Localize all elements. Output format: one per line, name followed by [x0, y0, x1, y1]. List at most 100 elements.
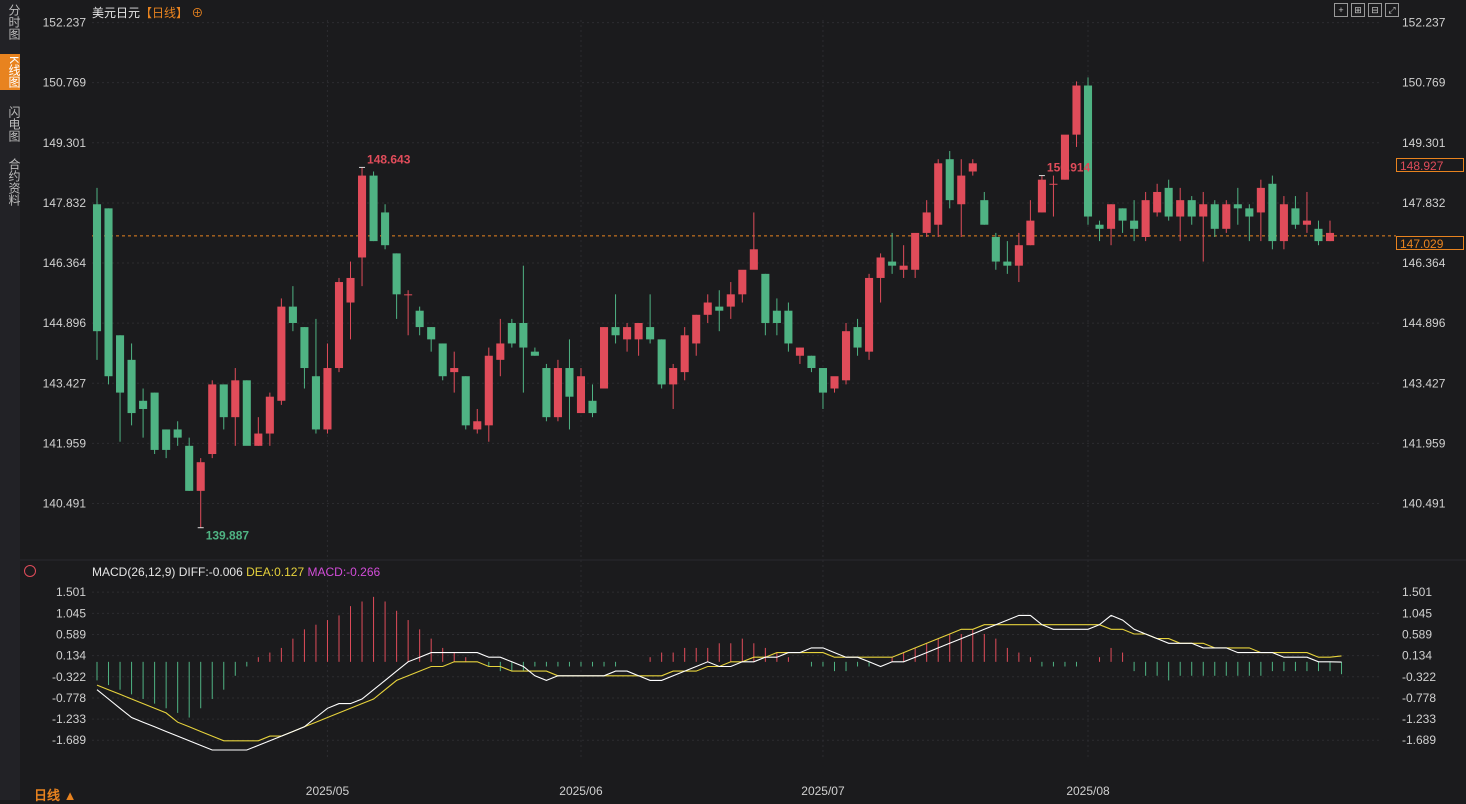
macd-ytick-left: 1.045: [56, 606, 86, 620]
candle-body: [853, 327, 862, 348]
xtick-label: 2025/06: [559, 784, 603, 798]
tab-kline[interactable]: K线图: [0, 54, 21, 91]
maximize-icon[interactable]: ⤢: [1385, 3, 1399, 17]
zoom-in-icon[interactable]: ⊞: [1351, 3, 1365, 17]
candle-body: [646, 327, 655, 340]
candle-body: [150, 392, 159, 450]
candle-body: [438, 343, 447, 377]
period-label[interactable]: 【日线】: [140, 6, 189, 20]
candle-body: [772, 310, 781, 323]
high-annotation: 150.914: [1047, 161, 1091, 175]
candle-body: [841, 331, 851, 381]
macd-ytick-right: 0.589: [1402, 628, 1432, 642]
diff-line: [96, 614, 1342, 751]
candle-body: [830, 376, 839, 389]
candle-body: [196, 462, 205, 491]
candle-body: [945, 159, 954, 201]
candle-body: [1176, 200, 1185, 217]
candle-body: [968, 163, 977, 172]
tab-contract-info[interactable]: 合约资料: [7, 158, 21, 206]
candle-body: [381, 212, 390, 246]
candle-body: [1107, 204, 1116, 229]
macd-ytick-right: -1.689: [1402, 733, 1436, 747]
chart-toolbar: + ⊞ ⊟ ⤢: [1334, 3, 1399, 17]
candle-body: [784, 310, 793, 344]
candle-body: [1003, 261, 1012, 266]
candle-body: [1302, 220, 1311, 225]
candle-body: [749, 249, 758, 270]
candle-body: [288, 306, 297, 323]
macd-ytick-left: 0.589: [56, 628, 86, 642]
chart-title: 美元日元【日线】 ⊕: [92, 4, 203, 21]
candle-body: [1279, 204, 1288, 242]
candle-body: [1049, 183, 1058, 185]
candle-body: [807, 355, 816, 369]
candle-body: [427, 327, 436, 340]
candle-body: [277, 306, 286, 401]
candle-body: [358, 175, 367, 258]
candle-body: [922, 212, 931, 233]
macd-ytick-left: -1.233: [52, 712, 86, 726]
kline-ytick-right: 144.896: [1402, 316, 1446, 330]
add-indicator-icon[interactable]: ⊕: [191, 6, 204, 20]
kline-ytick-left: 140.491: [43, 497, 87, 511]
candle-body: [92, 204, 102, 332]
candle-body: [888, 261, 897, 266]
candle-body: [162, 429, 171, 450]
candle-body: [450, 368, 459, 373]
candle-body: [657, 339, 666, 385]
macd-params: MACD(26,12,9): [92, 565, 176, 579]
kline-ytick-left: 149.301: [43, 136, 87, 150]
candle-body: [530, 351, 539, 356]
candle-body: [761, 273, 770, 323]
candle-body: [1072, 85, 1081, 135]
indicator-settings-icon[interactable]: [24, 565, 36, 577]
candle-body: [980, 200, 989, 225]
xtick-label: 2025/05: [306, 784, 350, 798]
candle-body: [300, 327, 309, 369]
macd-diff-value: DIFF:-0.006: [178, 565, 243, 579]
symbol-label: 美元日元: [92, 6, 141, 20]
xtick-label: 2025/07: [801, 784, 845, 798]
kline-ytick-left: 147.832: [43, 196, 87, 210]
candle-body: [473, 421, 482, 430]
candle-body: [726, 294, 735, 307]
candle-body: [242, 380, 251, 446]
tab-flash-chart[interactable]: 闪电图: [7, 106, 21, 142]
kline-ytick-left: 144.896: [43, 316, 87, 330]
zoom-out-icon[interactable]: ⊟: [1368, 3, 1382, 17]
candle-body: [1037, 179, 1046, 213]
candle-body: [254, 433, 263, 446]
candle-body: [669, 368, 678, 385]
sidebar: 分时图 K线图 闪电图 合约资料: [0, 0, 21, 800]
candle-body: [392, 253, 401, 295]
period-selector[interactable]: 日线 ▲: [34, 788, 77, 803]
macd-ytick-right: -1.233: [1402, 712, 1436, 726]
candle-body: [173, 429, 182, 438]
macd-ytick-right: -0.778: [1402, 691, 1436, 705]
macd-ytick-left: 1.501: [56, 585, 86, 599]
candle-body: [1026, 220, 1035, 246]
candle-body: [738, 269, 747, 295]
candle-body: [519, 322, 528, 348]
candle-body: [1083, 85, 1093, 217]
candle-body: [1256, 187, 1265, 213]
candle-body: [865, 277, 874, 352]
macd-ytick-right: 1.045: [1402, 606, 1432, 620]
kline-ytick-right: 143.427: [1402, 376, 1446, 390]
candle-body: [1014, 245, 1023, 266]
candle-body: [346, 277, 355, 303]
candle-body: [957, 175, 966, 205]
candle-body: [404, 294, 413, 296]
macd-dea-value: DEA:0.127: [246, 565, 305, 579]
candle-body: [795, 347, 804, 356]
candle-body: [1095, 224, 1104, 229]
tab-timeshare[interactable]: 分时图: [7, 4, 21, 40]
candle-body: [899, 265, 908, 270]
macd-ytick-left: -0.778: [52, 691, 86, 705]
candle-body: [369, 175, 378, 242]
macd-macd-value: MACD:-0.266: [307, 565, 381, 579]
kline-ytick-right: 141.959: [1402, 436, 1446, 450]
crosshair-icon[interactable]: +: [1334, 3, 1348, 17]
